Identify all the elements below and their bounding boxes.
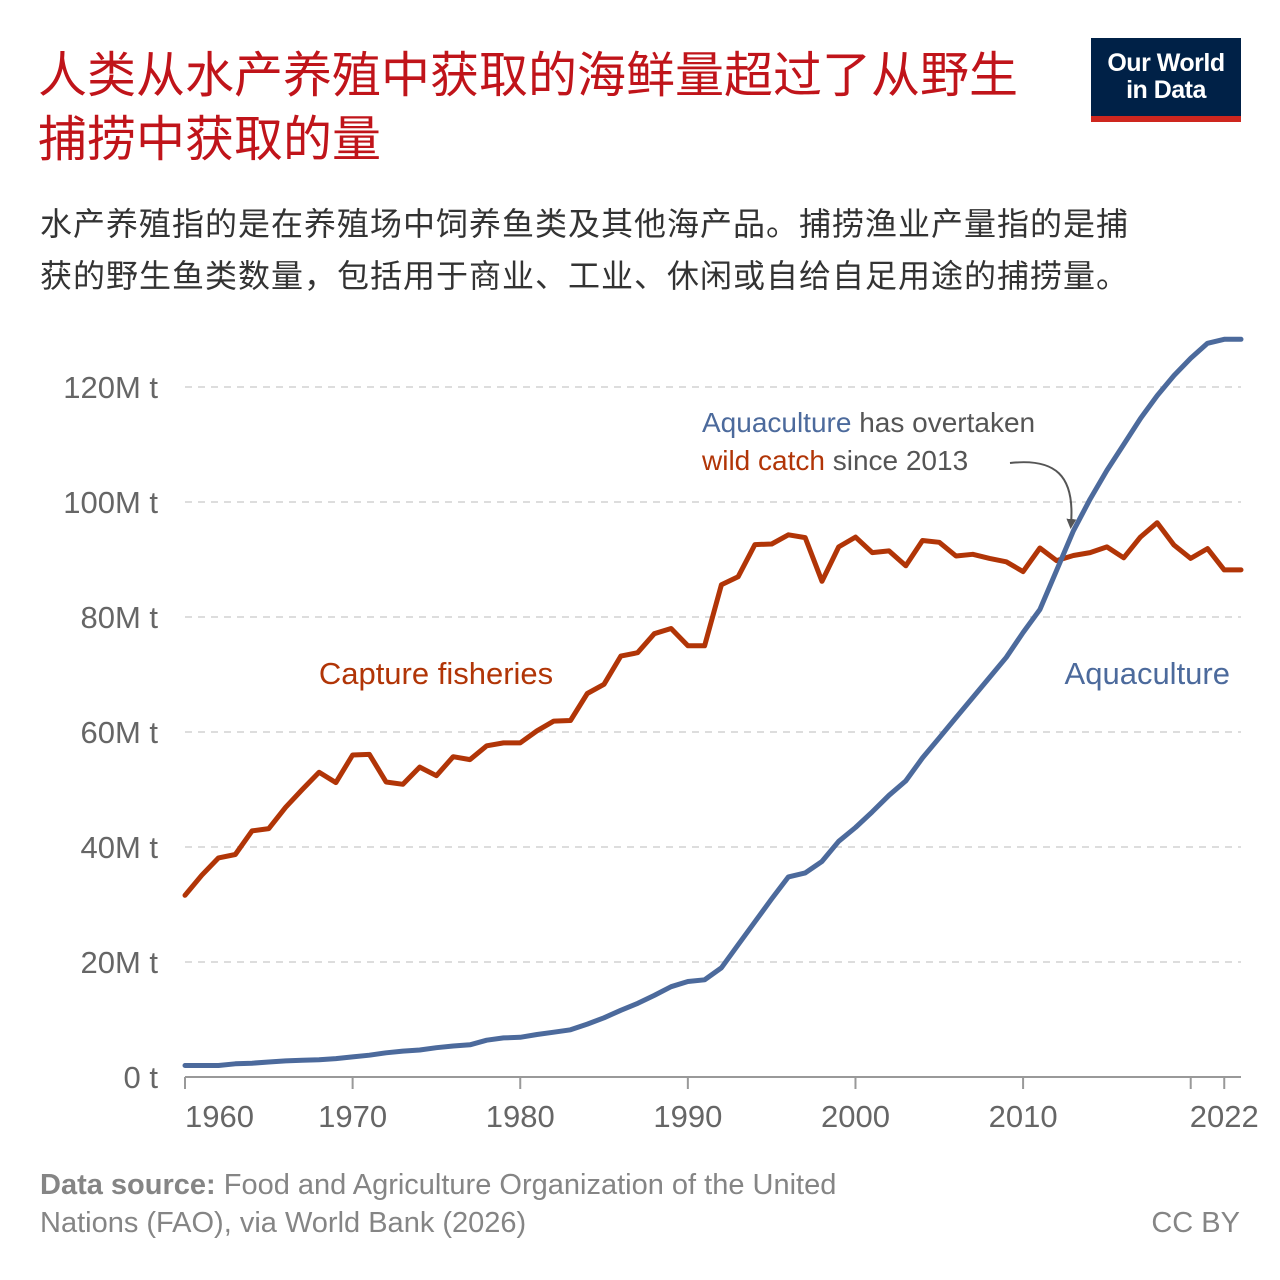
series-lines — [182, 336, 1244, 1068]
series-line-1[interactable] — [182, 336, 1244, 1068]
source-text: Food and Agriculture Organization of the… — [40, 1169, 837, 1239]
capture-fisheries-label: Capture fisheries — [319, 656, 553, 691]
y-tick-label: 20M t — [80, 945, 158, 980]
series-labels: Capture fisheries Aquaculture — [319, 656, 1230, 691]
x-axis: 1960 1970 1980 1990 2000 2010 2022 — [184, 1076, 1259, 1134]
overtake-annotation: Aquaculture has overtaken wild catch sin… — [701, 407, 1077, 529]
y-tick-label: 120M t — [63, 370, 158, 405]
chart-title: 人类从水产养殖中获取的海鲜量超过了从野生捕捞中获取的量 — [38, 47, 1019, 168]
y-tick-label: 80M t — [80, 600, 158, 635]
series-line-0[interactable] — [182, 520, 1244, 898]
source-label: Data source: — [40, 1169, 216, 1201]
owid-logo[interactable]: Our World in Data — [1091, 38, 1241, 122]
logo-line-1: Our World — [1107, 49, 1225, 77]
license-link[interactable]: CC BY — [1151, 1207, 1240, 1239]
grid-lines — [185, 386, 1241, 963]
annotation-arrow — [1009, 461, 1077, 529]
x-tick-label: 2010 — [989, 1099, 1058, 1134]
y-axis-labels: 0 t 20M t 40M t 60M t 80M t 100M t 120M t — [63, 370, 158, 1095]
x-tick-label: 2022 — [1190, 1099, 1259, 1134]
annotation-text-1: has overtaken — [851, 407, 1035, 438]
logo-line-2: in Data — [1126, 76, 1206, 104]
annotation-text-2: since 2013 — [825, 445, 968, 476]
annotation-wild-catch: wild catch — [701, 445, 825, 476]
svg-text:wild catch since 2013: wild catch since 2013 — [701, 445, 968, 476]
x-tick-label: 1990 — [653, 1099, 722, 1134]
y-tick-label: 40M t — [80, 830, 158, 865]
svg-text:Aquaculture has overtaken: Aquaculture has overtaken — [702, 407, 1035, 438]
x-tick-label: 1980 — [486, 1099, 555, 1134]
x-tick-label: 1960 — [185, 1099, 254, 1134]
aquaculture-label: Aquaculture — [1065, 656, 1230, 691]
y-tick-label: 60M t — [80, 715, 158, 750]
x-tick-label: 2000 — [821, 1099, 890, 1134]
x-tick-label: 1970 — [318, 1099, 387, 1134]
chart-subtitle: 水产养殖指的是在养殖场中饲养鱼类及其他海产品。捕捞渔业产量指的是捕获的野生鱼类数… — [40, 205, 1130, 295]
data-source: Data source: Food and Agriculture Organi… — [40, 1166, 940, 1242]
annotation-aquaculture: Aquaculture — [702, 407, 851, 438]
y-tick-label: 0 t — [124, 1060, 159, 1095]
y-tick-label: 100M t — [63, 485, 158, 520]
